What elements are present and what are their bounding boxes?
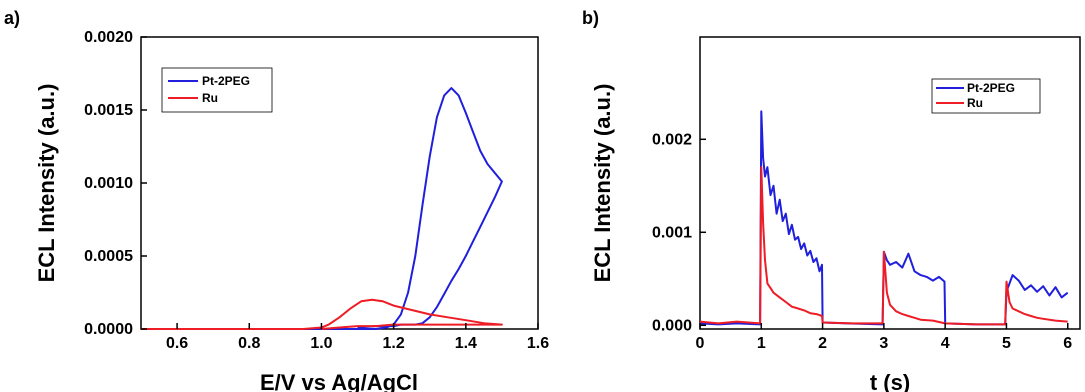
panel-a-x-ticks: 0.6 0.8 1.0 1.2 1.4 1.6	[166, 323, 549, 352]
panel-b-y-tick-label: 0.000	[652, 317, 692, 334]
panel-a-x-tick-label: 0.6	[166, 335, 188, 352]
panel-a-y-tick-label: 0.0000	[84, 321, 133, 338]
panel-a-x-axis-label: E/V vs Ag/AgCl	[260, 370, 418, 392]
panel-a-legend-box	[161, 67, 273, 113]
panel-b-series	[699, 110, 1069, 326]
panel-b-x-tick-label: 2	[818, 335, 827, 352]
panel-a-series	[141, 87, 503, 330]
panel-a-x-tick-label: 1.4	[455, 335, 477, 352]
panel-b-y-tick-label: 0.001	[652, 224, 692, 241]
panel-b-y-ticks: 0.000 0.001 0.002	[652, 131, 706, 334]
panel-a-legend-label-pt2peg: Pt-2PEG	[202, 74, 250, 88]
panel-b-y-tick-label: 0.002	[652, 131, 692, 148]
panel-b-legend: Pt-2PEG Ru	[931, 78, 1041, 114]
panel-b-x-tick-label: 3	[879, 335, 888, 352]
panel-b-label: b)	[582, 8, 599, 28]
panel-b-x-tick-label: 5	[1002, 335, 1011, 352]
panel-b-x-tick-label: 4	[941, 335, 950, 352]
panel-a-x-tick-label: 0.8	[238, 335, 260, 352]
panel-b-legend-box	[931, 78, 1041, 114]
panel-a-y-axis-label: ECL Intensity (a.u.)	[34, 84, 59, 283]
panel-b-series-ru-line	[699, 166, 1068, 326]
panel-a-y-ticks: 0.0000 0.0005 0.0010 0.0015 0.0020	[84, 29, 147, 338]
panel-a: a) 0.6 0.8 1.0 1.2 1.4 1.6 0.0000 0.0005 0.0010…	[4, 8, 549, 392]
panel-a-x-tick-label: 1.2	[383, 335, 405, 352]
panel-b: b) 0 1 2 3 4 5 6 0.000 0.001 0.002 Pt-2PEG Ru t …	[582, 8, 1081, 392]
panel-a-x-tick-label: 1.6	[527, 335, 549, 352]
panel-b-legend-label-ru: Ru	[967, 96, 983, 110]
panel-b-plot-frame	[699, 36, 1081, 330]
panel-b-x-axis-label: t (s)	[870, 370, 910, 392]
panel-a-x-tick-label: 1.0	[310, 335, 332, 352]
panel-a-y-tick-label: 0.0010	[84, 175, 133, 192]
panel-a-y-tick-label: 0.0015	[84, 102, 133, 119]
panel-b-legend-label-pt2peg: Pt-2PEG	[967, 81, 1015, 95]
panel-b-x-ticks: 0 1 2 3 4 5 6	[696, 323, 1072, 352]
panel-a-y-tick-label: 0.0020	[84, 29, 133, 46]
panel-b-x-tick-label: 6	[1063, 335, 1072, 352]
panel-a-y-tick-label: 0.0005	[84, 248, 133, 265]
panel-b-y-axis-label: ECL Intensity (a.u.)	[590, 84, 615, 283]
panel-b-x-tick-label: 0	[696, 335, 705, 352]
panel-a-series-pt2peg-line	[141, 87, 503, 330]
panel-a-label: a)	[4, 8, 20, 28]
panel-a-legend-label-ru: Ru	[202, 91, 218, 105]
panel-a-series-ru-line	[141, 298, 503, 330]
panel-a-legend: Pt-2PEG Ru	[161, 67, 273, 113]
panel-b-x-tick-label: 1	[757, 335, 766, 352]
